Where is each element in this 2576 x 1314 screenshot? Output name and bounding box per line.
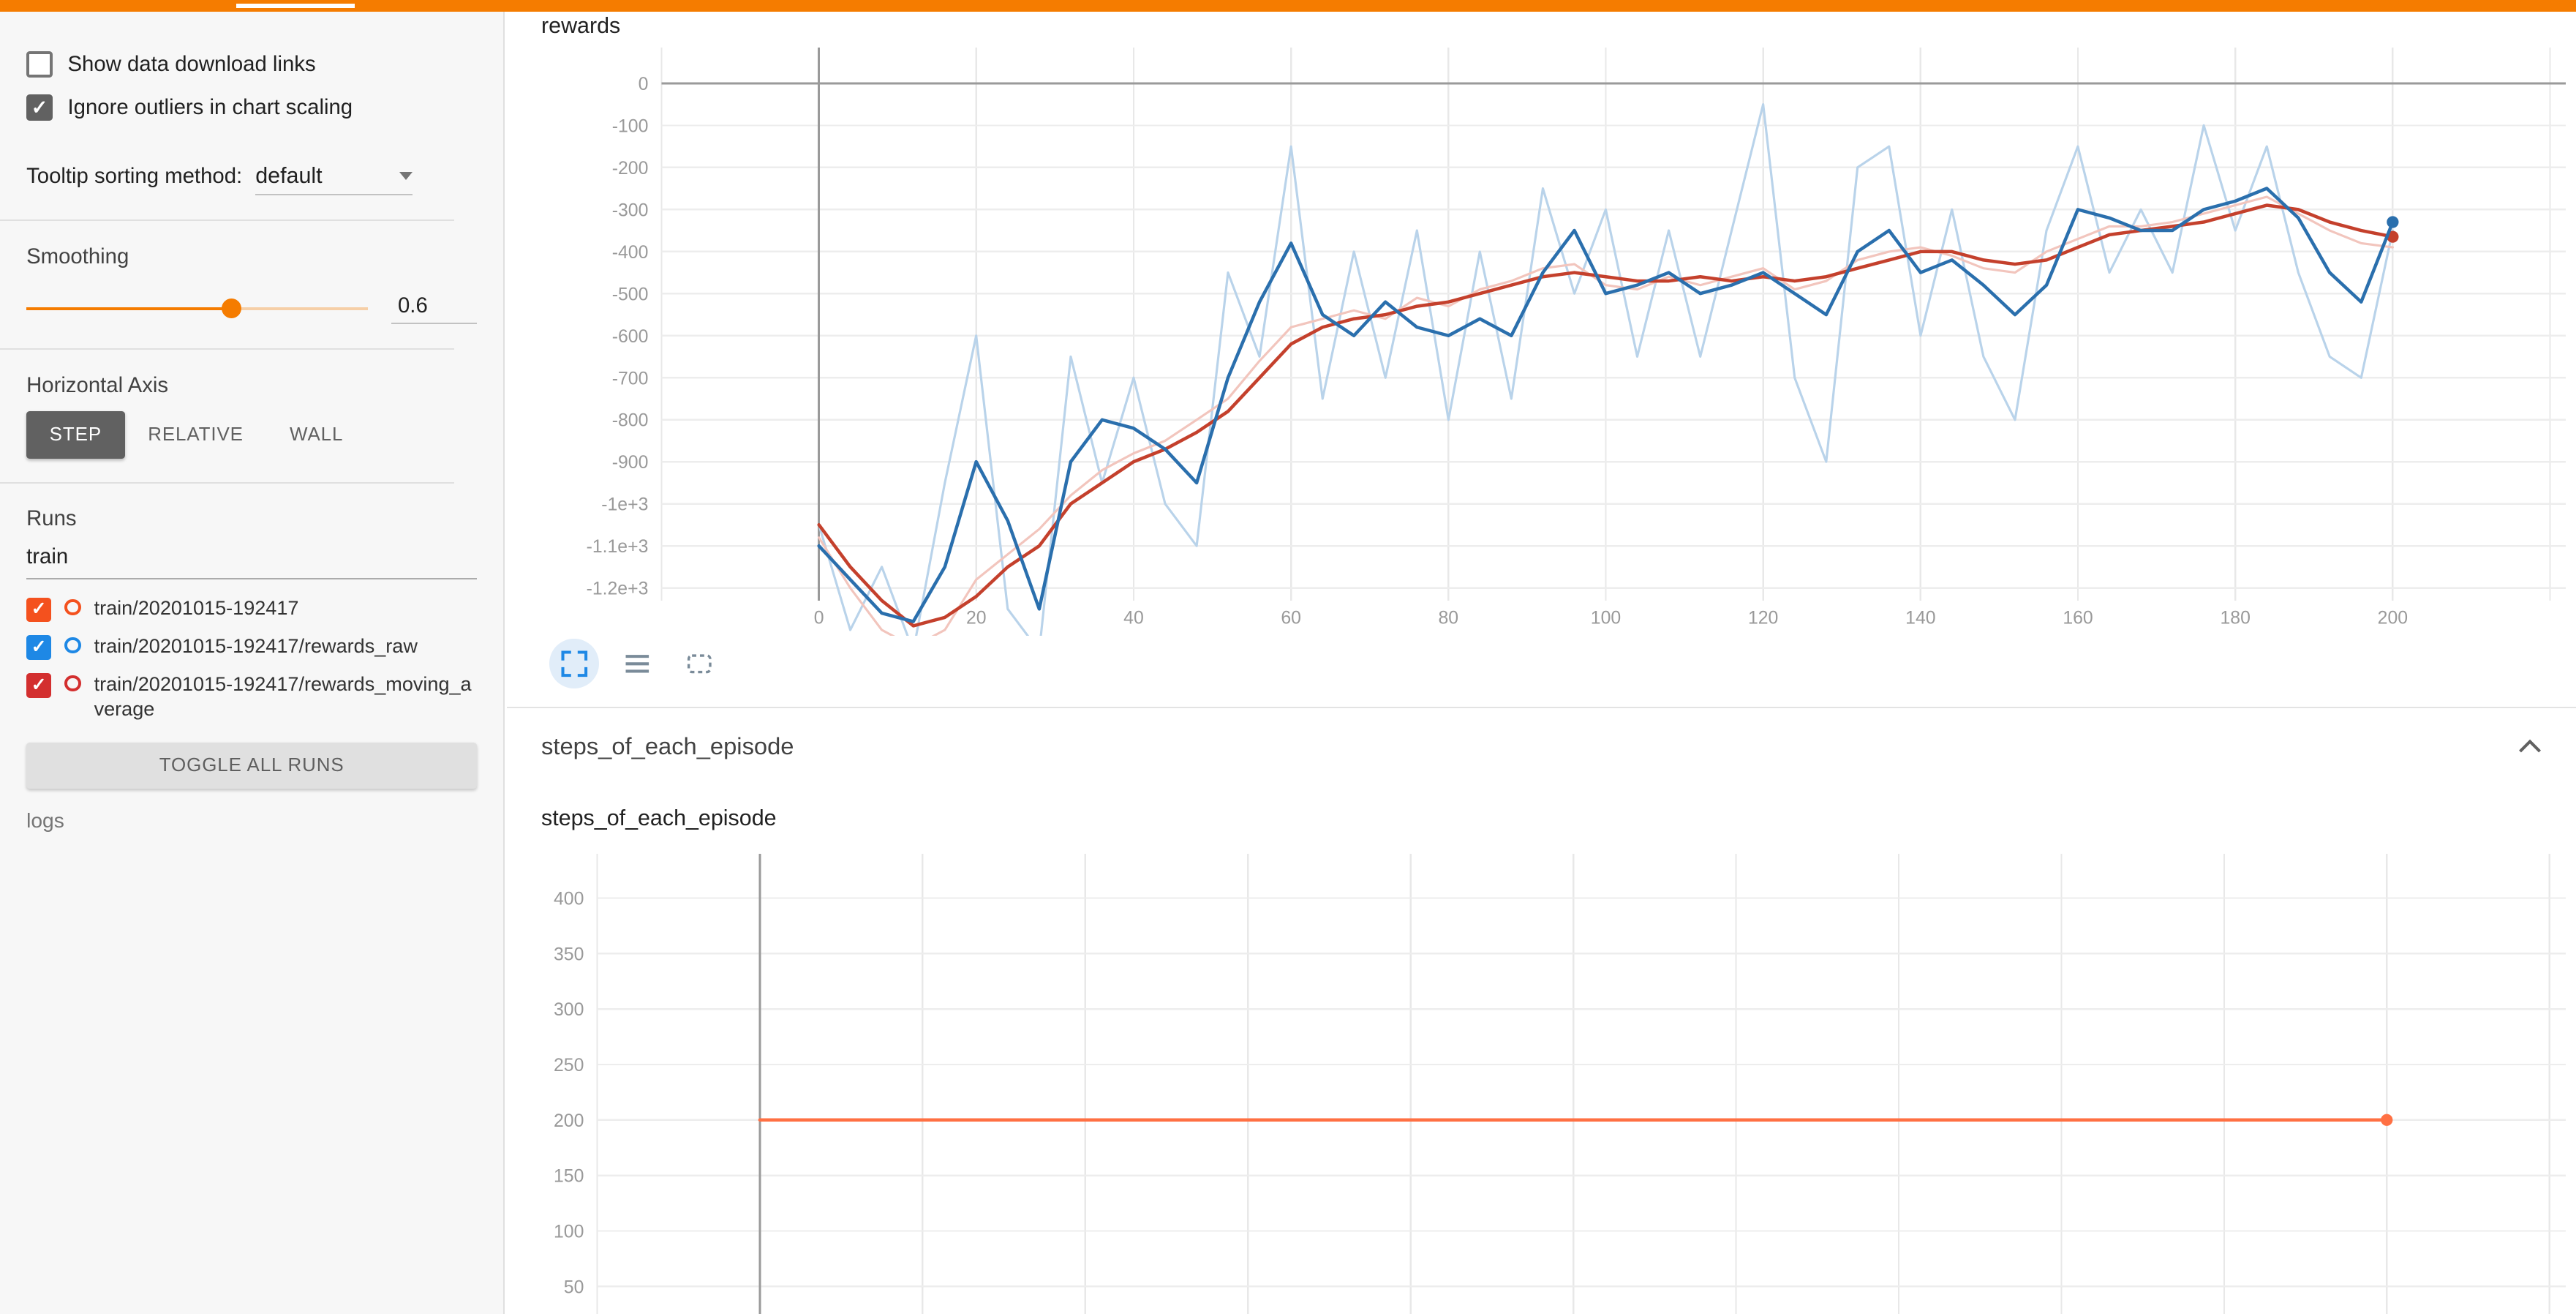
- svg-text:400: 400: [554, 889, 584, 909]
- svg-text:300: 300: [554, 1000, 584, 1020]
- smoothing-label: Smoothing: [26, 244, 129, 269]
- run-label: train/20201015-192417/rewards_raw: [94, 634, 418, 658]
- steps-chart[interactable]: 50 100 150 200 250 300 350 400: [549, 842, 2576, 1314]
- svg-text:160: 160: [2063, 609, 2093, 628]
- svg-text:140: 140: [1905, 609, 1935, 628]
- svg-text:250: 250: [554, 1056, 584, 1075]
- svg-text:0: 0: [814, 609, 824, 628]
- run-checkbox[interactable]: [26, 635, 51, 661]
- rewards-chart-title: rewards: [541, 13, 621, 39]
- svg-text:-100: -100: [612, 117, 649, 137]
- slider-track-active: [26, 307, 232, 311]
- axis-step-button[interactable]: STEP: [26, 410, 125, 459]
- main-content: rewards 0 -100 -200 -300 -400 -500 -600 -700 -80…: [506, 11, 2576, 1314]
- chevron-up-icon: [2518, 739, 2541, 752]
- runs-filter-input[interactable]: [26, 541, 478, 579]
- run-label: train/20201015-192417: [94, 596, 299, 620]
- svg-text:60: 60: [1281, 609, 1302, 628]
- svg-text:150: 150: [554, 1166, 584, 1186]
- svg-text:-400: -400: [612, 243, 649, 263]
- run-list: train/20201015-192417 train/20201015-192…: [26, 596, 477, 721]
- ignore-outliers-checkbox-row[interactable]: Ignore outliers in chart scaling: [26, 91, 477, 124]
- checkbox-label: Ignore outliers in chart scaling: [67, 94, 353, 119]
- toggle-all-runs-button[interactable]: TOGGLE ALL RUNS: [26, 743, 478, 789]
- checkbox-label: Show data download links: [67, 51, 316, 76]
- data-table-icon: [625, 654, 649, 673]
- chart-toolbar: [549, 639, 724, 688]
- svg-text:200: 200: [554, 1111, 584, 1130]
- run-row[interactable]: train/20201015-192417: [26, 596, 477, 623]
- axis-relative-button[interactable]: RELATIVE: [125, 411, 267, 459]
- run-color-circle: [64, 675, 81, 692]
- section-divider: [506, 706, 2576, 708]
- svg-text:100: 100: [1591, 609, 1621, 628]
- svg-text:-1.2e+3: -1.2e+3: [587, 579, 649, 599]
- svg-text:-1.1e+3: -1.1e+3: [587, 538, 649, 557]
- logs-label: logs: [26, 808, 64, 833]
- sidebar: Show data download links Ignore outliers…: [0, 11, 505, 1314]
- svg-text:50: 50: [564, 1277, 584, 1297]
- svg-text:-700: -700: [612, 369, 649, 389]
- expand-icon: [561, 650, 587, 677]
- chevron-down-icon: [399, 172, 413, 181]
- svg-text:20: 20: [966, 609, 987, 628]
- smoothing-row: 0.6: [26, 292, 478, 325]
- fit-selection-icon: [688, 653, 712, 673]
- app-header-bar: [0, 0, 2576, 12]
- checkbox-icon[interactable]: [26, 50, 53, 78]
- svg-text:100: 100: [554, 1222, 584, 1242]
- active-tab-underline: [236, 3, 355, 9]
- run-label: train/20201015-192417/rewards_moving_ave…: [94, 672, 472, 720]
- runs-label: Runs: [26, 506, 77, 531]
- tooltip-sorting-label: Tooltip sorting method:: [26, 164, 243, 189]
- svg-text:-800: -800: [612, 411, 649, 431]
- slider-knob[interactable]: [221, 299, 241, 319]
- svg-text:120: 120: [1748, 609, 1778, 628]
- sidebar-divider: [0, 348, 454, 350]
- tooltip-sorting-dropdown[interactable]: default: [255, 163, 413, 196]
- svg-text:-600: -600: [612, 327, 649, 347]
- smoothing-slider[interactable]: [26, 292, 369, 325]
- smoothing-value-field[interactable]: 0.6: [391, 293, 478, 325]
- checkbox-icon[interactable]: [26, 94, 53, 121]
- rewards-chart[interactable]: 0 -100 -200 -300 -400 -500 -600 -700 -800 -900 -1e…: [549, 34, 2576, 636]
- svg-text:-900: -900: [612, 454, 649, 473]
- horizontal-axis-label: Horizontal Axis: [26, 372, 169, 397]
- svg-text:40: 40: [1123, 609, 1144, 628]
- collapse-section-button[interactable]: [2507, 723, 2553, 769]
- section-title: steps_of_each_episode: [541, 732, 794, 759]
- run-row[interactable]: train/20201015-192417/rewards_raw: [26, 634, 477, 661]
- view-data-button[interactable]: [612, 639, 662, 688]
- tooltip-sorting-row: Tooltip sorting method: default: [26, 163, 477, 196]
- svg-text:80: 80: [1439, 609, 1459, 628]
- sidebar-divider: [0, 219, 454, 222]
- horizontal-axis-button-group: STEP RELATIVE WALL: [26, 410, 477, 459]
- svg-text:350: 350: [554, 945, 584, 964]
- svg-text:200: 200: [2378, 609, 2408, 628]
- steps-section-header[interactable]: steps_of_each_episode: [541, 721, 2553, 771]
- expand-chart-button[interactable]: [549, 639, 599, 688]
- svg-text:0: 0: [639, 75, 649, 94]
- fit-domain-button[interactable]: [675, 639, 725, 688]
- axis-wall-button[interactable]: WALL: [266, 411, 366, 459]
- tooltip-sorting-value: default: [255, 163, 323, 189]
- svg-text:-200: -200: [612, 159, 649, 179]
- svg-text:180: 180: [2221, 609, 2251, 628]
- run-row[interactable]: train/20201015-192417/rewards_moving_ave…: [26, 672, 477, 721]
- run-checkbox[interactable]: [26, 597, 51, 623]
- run-color-circle: [64, 637, 81, 654]
- run-checkbox[interactable]: [26, 673, 51, 699]
- steps-chart-title: steps_of_each_episode: [541, 806, 777, 830]
- show-download-links-checkbox-row[interactable]: Show data download links: [26, 48, 477, 80]
- run-color-circle: [64, 598, 81, 616]
- svg-text:-1e+3: -1e+3: [602, 495, 649, 515]
- svg-text:-300: -300: [612, 201, 649, 221]
- svg-text:-500: -500: [612, 285, 649, 305]
- sidebar-divider: [0, 481, 454, 484]
